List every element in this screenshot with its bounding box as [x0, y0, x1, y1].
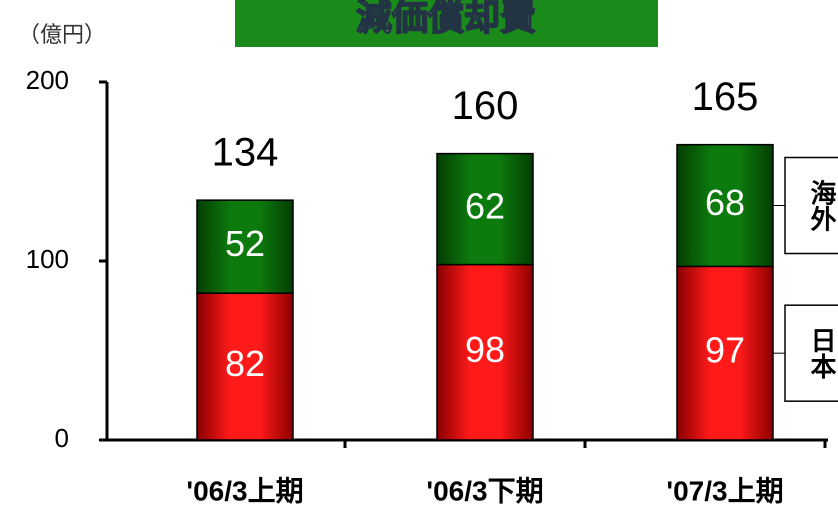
- bar-segment: [676, 265, 774, 441]
- x-tick-label: '07/3上期: [666, 475, 783, 506]
- value-label: 98: [465, 329, 505, 370]
- value-label: 82: [225, 343, 265, 384]
- legend-box: [784, 156, 838, 255]
- total-label: 165: [692, 75, 759, 119]
- value-label: 97: [705, 330, 745, 371]
- y-tick-label: 0: [55, 423, 69, 453]
- chart-title: 減価償却費: [356, 0, 536, 38]
- x-tick-label: '06/3下期: [426, 475, 543, 506]
- x-tick-label: '06/3上期: [186, 475, 303, 506]
- value-label: 62: [465, 186, 505, 227]
- title-box: [235, 0, 658, 47]
- total-label: 134: [212, 131, 279, 175]
- bar-segment: [196, 292, 294, 441]
- value-label: 52: [225, 223, 265, 264]
- legend-box: [784, 304, 838, 402]
- bar-segment: [436, 152, 534, 266]
- legend-label: 日本: [807, 327, 837, 379]
- bar-segment: [436, 263, 534, 441]
- legend-label: 海外: [807, 179, 837, 231]
- y-tick-label: 200: [26, 65, 69, 95]
- y-tick-label: 100: [26, 244, 69, 274]
- bar-segment: [196, 199, 294, 294]
- value-label: 68: [705, 182, 745, 223]
- bar-segment: [676, 143, 774, 268]
- unit-label: （億円）: [18, 22, 106, 47]
- total-label: 160: [452, 84, 519, 128]
